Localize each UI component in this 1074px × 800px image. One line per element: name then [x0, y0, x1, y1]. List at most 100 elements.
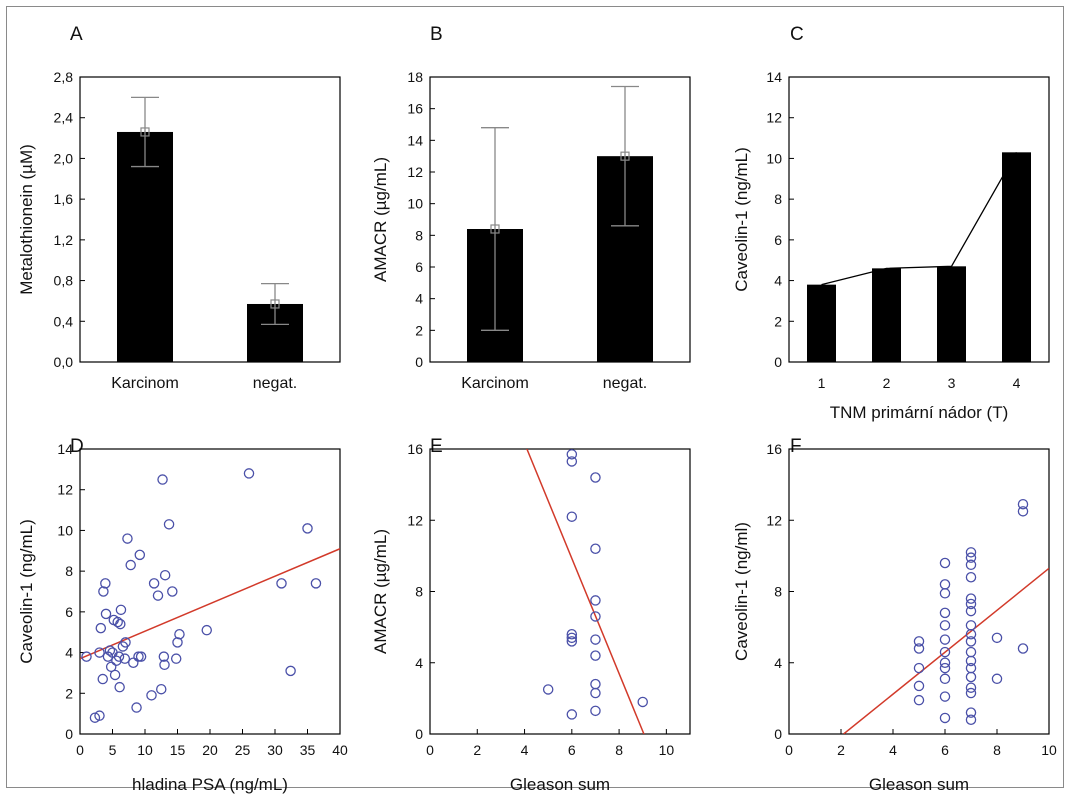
scatter-point: [913, 680, 925, 692]
scatter-point: [590, 611, 601, 622]
scatter-point: [965, 662, 977, 674]
plot-frame: [788, 76, 1050, 363]
y-tick-label: 14: [407, 132, 423, 148]
y-tick-label: 2: [65, 685, 73, 701]
scatter-point: [113, 651, 125, 662]
y-tick-label: 1,2: [54, 232, 74, 248]
scatter-point: [566, 449, 578, 460]
plot-frame: [429, 448, 691, 735]
y-tick-label: 4: [415, 291, 423, 307]
y-tick-label: 2,8: [54, 69, 74, 85]
x-tick-label: 8: [993, 742, 1001, 758]
x-tick-label: 6: [941, 742, 949, 758]
x-axis-title: hladina PSA (ng/mL): [132, 775, 288, 794]
y-tick-label: 12: [407, 512, 423, 528]
x-category-label: 3: [948, 375, 956, 391]
x-tick-label: 0: [785, 742, 793, 758]
x-tick-label: 10: [1041, 742, 1057, 758]
y-tick-label: 6: [415, 259, 423, 275]
scatter-point: [965, 547, 977, 558]
scatter-point: [174, 629, 185, 640]
x-tick-label: 10: [659, 742, 675, 758]
scatter-point: [201, 624, 212, 636]
scatter-point: [566, 511, 578, 522]
scatter-point: [939, 646, 951, 658]
y-tick-label: 16: [407, 101, 423, 117]
trend-line: [821, 151, 1018, 286]
scatter-point: [1017, 506, 1029, 517]
scatter-point: [152, 590, 164, 601]
y-tick-label: 4: [774, 655, 782, 671]
y-tick-label: 0: [415, 726, 423, 742]
y-tick-label: 16: [766, 441, 782, 457]
x-tick-label: 0: [76, 742, 84, 758]
scatter-point: [1017, 643, 1029, 654]
scatter-point: [158, 651, 170, 662]
y-tick-label: 18: [407, 69, 423, 85]
scatter-point: [148, 578, 160, 589]
bar: [937, 266, 966, 362]
scatter-point: [965, 707, 977, 718]
scatter-point: [172, 637, 183, 648]
regression-line: [843, 567, 1049, 734]
scatter-point: [566, 456, 578, 467]
figure-frame: [6, 6, 1064, 788]
scatter-point: [98, 586, 109, 597]
y-tick-label: 10: [57, 522, 73, 538]
scatter-point: [965, 572, 977, 583]
scatter-point: [913, 694, 925, 706]
scatter-point: [94, 710, 105, 721]
scatter-point: [939, 607, 951, 619]
scatter-point: [122, 533, 133, 544]
y-axis-title: AMACR (µg/mL): [371, 157, 390, 282]
y-tick-label: 0: [415, 354, 423, 370]
scatter-point: [913, 636, 925, 647]
scatter-point: [243, 468, 255, 479]
mean-marker: [140, 127, 150, 137]
x-category-label: 4: [1013, 375, 1021, 391]
x-tick-label: 15: [170, 742, 186, 758]
y-tick-label: 8: [65, 563, 73, 579]
scatter-point: [965, 552, 977, 563]
y-tick-label: 0,8: [54, 273, 74, 289]
scatter-point: [134, 549, 146, 561]
y-tick-label: 8: [774, 191, 782, 207]
scatter-point: [913, 662, 925, 674]
scatter-point: [115, 618, 126, 630]
scatter-point: [100, 578, 111, 589]
scatter-point: [155, 683, 167, 695]
x-tick-label: 4: [889, 742, 897, 758]
panel-letter: B: [430, 24, 443, 45]
scatter-point: [939, 620, 951, 631]
y-tick-label: 1,6: [54, 191, 74, 207]
scatter-point: [965, 636, 977, 647]
scatter-point: [120, 637, 131, 648]
scatter-point: [170, 653, 182, 664]
y-tick-label: 16: [407, 441, 423, 457]
scatter-point: [81, 651, 92, 662]
y-tick-label: 12: [766, 110, 782, 126]
scatter-point: [965, 620, 977, 631]
x-axis-title: TNM primární nádor (T): [830, 403, 1009, 422]
scatter-point: [991, 632, 1003, 644]
y-tick-label: 8: [415, 227, 423, 243]
scatter-point: [965, 646, 977, 658]
scatter-point: [590, 595, 601, 606]
x-tick-label: 2: [837, 742, 845, 758]
scatter-point: [95, 622, 107, 634]
scatter-point: [590, 650, 601, 661]
y-axis-title: Metalothionein (µM): [17, 144, 36, 295]
y-tick-label: 2,0: [54, 150, 74, 166]
scatter-point: [310, 578, 322, 589]
x-category-label: 2: [883, 375, 891, 391]
scatter-point: [109, 669, 121, 681]
y-tick-label: 0,0: [54, 354, 74, 370]
bar: [807, 284, 836, 362]
scatter-point: [590, 678, 601, 690]
scatter-point: [302, 523, 313, 534]
scatter-point: [285, 665, 296, 677]
y-tick-label: 6: [65, 604, 73, 620]
x-category-label: Karcinom: [111, 375, 179, 392]
y-tick-label: 4: [774, 273, 782, 289]
y-tick-label: 6: [774, 232, 782, 248]
